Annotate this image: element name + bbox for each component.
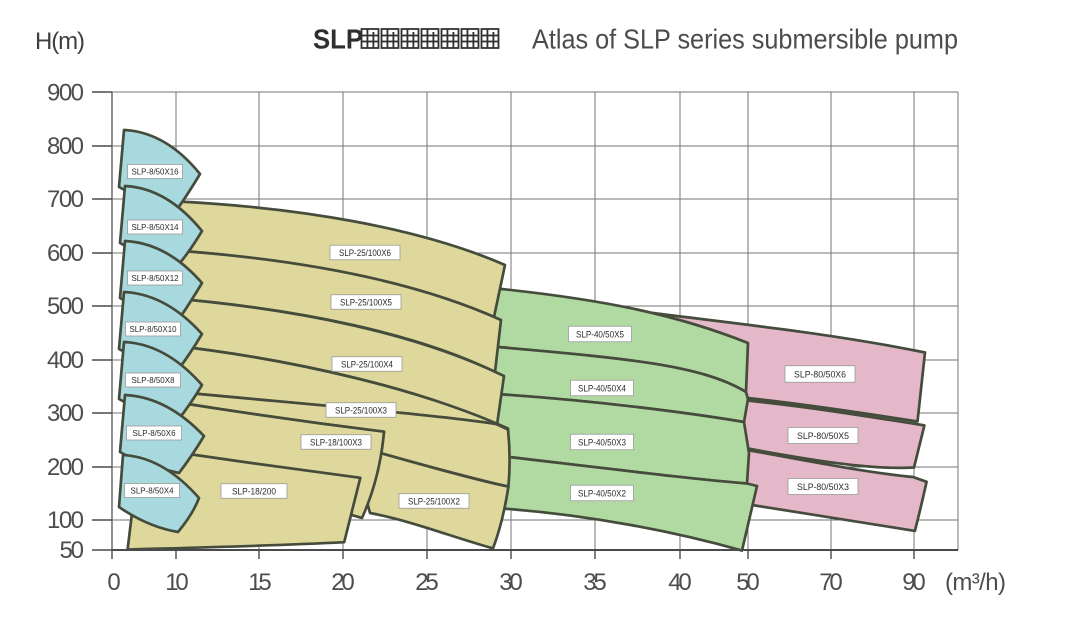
svg-text:700: 700: [47, 186, 84, 213]
svg-text:90: 90: [902, 569, 926, 596]
svg-text:SLP-8/50X14: SLP-8/50X14: [132, 223, 180, 232]
svg-text:SLP-18/100X3: SLP-18/100X3: [310, 437, 362, 448]
svg-text:SLP-40/50X5: SLP-40/50X5: [576, 329, 624, 340]
svg-text:500: 500: [47, 293, 84, 320]
svg-text:50: 50: [736, 569, 760, 596]
svg-text:SLP-80/50X3: SLP-80/50X3: [797, 482, 849, 493]
svg-text:35: 35: [583, 569, 607, 596]
svg-text:SLP-8/50X8: SLP-8/50X8: [132, 376, 176, 385]
svg-text:SLP-8/50X16: SLP-8/50X16: [132, 167, 180, 176]
svg-text:300: 300: [47, 400, 84, 427]
svg-text:(m³/h): (m³/h): [945, 569, 1006, 596]
svg-text:SLP-25/100X3: SLP-25/100X3: [335, 405, 387, 416]
svg-text:SLP-25/100X5: SLP-25/100X5: [340, 297, 392, 308]
svg-text:SLP-18/200: SLP-18/200: [232, 486, 276, 497]
svg-text:0: 0: [107, 569, 120, 596]
svg-text:600: 600: [47, 240, 84, 267]
svg-text:40: 40: [668, 569, 692, 596]
svg-text:SLP-8/50X10: SLP-8/50X10: [130, 325, 178, 334]
svg-text:400: 400: [47, 347, 84, 374]
svg-text:30: 30: [499, 569, 523, 596]
svg-text:SLP-80/50X5: SLP-80/50X5: [797, 431, 849, 442]
svg-text:100: 100: [47, 507, 84, 534]
svg-text:SLP-80/50X6: SLP-80/50X6: [794, 369, 846, 380]
svg-text:200: 200: [47, 454, 84, 481]
svg-text:50: 50: [60, 537, 85, 564]
svg-text:SLP-8/50X6: SLP-8/50X6: [133, 429, 177, 438]
svg-text:10: 10: [165, 569, 189, 596]
svg-text:15: 15: [248, 569, 272, 596]
svg-text:SLP-25/100X2: SLP-25/100X2: [408, 496, 460, 507]
svg-text:70: 70: [819, 569, 843, 596]
svg-text:800: 800: [47, 133, 84, 160]
svg-text:SLP-25/100X6: SLP-25/100X6: [339, 248, 391, 259]
svg-text:SLP-40/50X2: SLP-40/50X2: [578, 488, 626, 499]
svg-text:Atlas of SLP series submersibl: Atlas of SLP series submersible pump: [532, 24, 958, 55]
svg-text:SLP-25/100X4: SLP-25/100X4: [341, 359, 393, 370]
svg-text:20: 20: [331, 569, 355, 596]
svg-text:SLP-40/50X4: SLP-40/50X4: [578, 383, 626, 394]
svg-text:H(m): H(m): [35, 28, 85, 55]
svg-text:SLP-8/50X12: SLP-8/50X12: [132, 274, 180, 283]
svg-text:900: 900: [47, 80, 84, 107]
svg-text:SLP-40/50X3: SLP-40/50X3: [578, 437, 626, 448]
svg-text:SLP-8/50X4: SLP-8/50X4: [131, 486, 175, 495]
svg-text:25: 25: [415, 569, 439, 596]
svg-text:SLP: SLP: [313, 24, 363, 55]
